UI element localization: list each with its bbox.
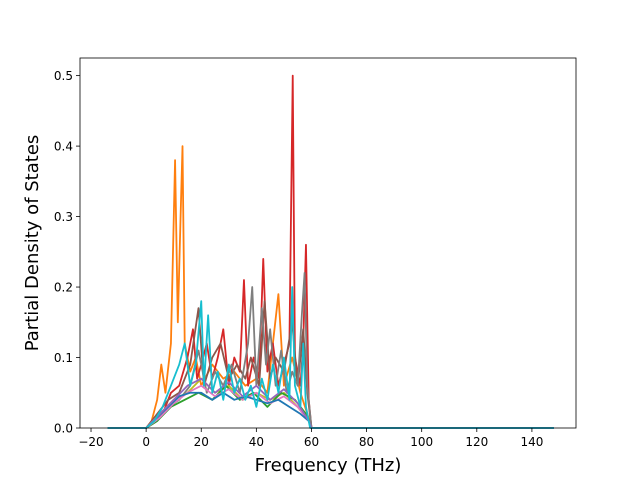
y-tick-label: 0.1 (54, 351, 73, 365)
x-tick-label: 140 (520, 435, 543, 449)
x-tick-label: 20 (194, 435, 209, 449)
x-axis: −20 0 20 40 60 80 100 120 140 (78, 428, 543, 449)
series-layer (107, 74, 554, 429)
x-tick-label: 0 (142, 435, 150, 449)
x-tick-label: 120 (465, 435, 488, 449)
plot-frame (79, 57, 577, 429)
series-line-8 (107, 391, 554, 429)
x-tick-label: 100 (410, 435, 433, 449)
series-line-4 (107, 272, 554, 429)
x-tick-label: 80 (359, 435, 374, 449)
series-line-10 (107, 286, 554, 429)
y-axis-label: Partial Density of States (22, 135, 43, 352)
x-tick-label: 40 (249, 435, 264, 449)
y-tick-label: 0.5 (54, 69, 73, 83)
y-tick-label: 0.2 (54, 281, 73, 295)
x-tick-label: 60 (304, 435, 319, 449)
y-tick-label: 0.0 (54, 422, 73, 436)
x-tick-label: −20 (78, 435, 103, 449)
y-tick-label: 0.4 (54, 140, 73, 154)
y-axis: 0.0 0.1 0.2 0.3 0.4 0.5 (54, 69, 80, 436)
series-line-7 (107, 384, 554, 429)
x-axis-label: Frequency (THz) (255, 455, 402, 476)
y-tick-label: 0.3 (54, 210, 73, 224)
